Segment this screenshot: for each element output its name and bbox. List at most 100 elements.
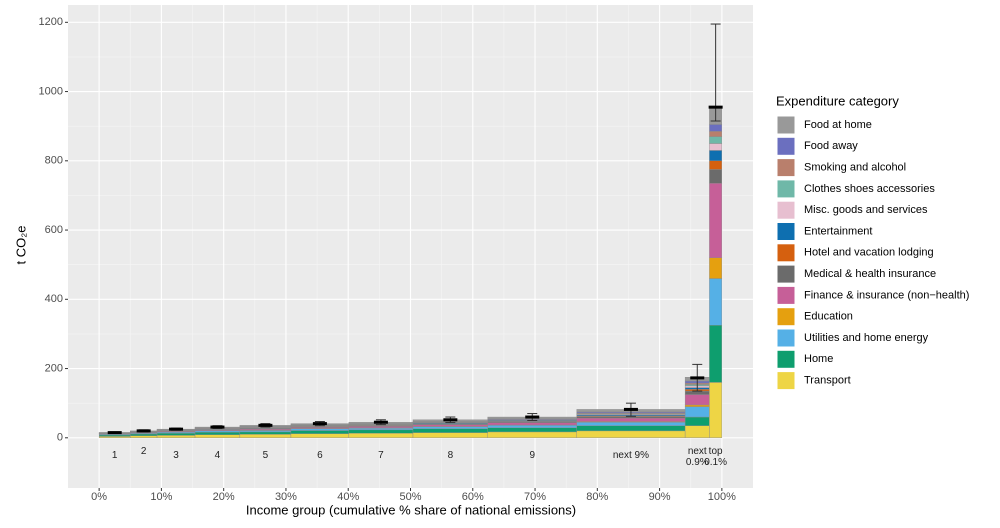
legend-label: Transport <box>804 375 851 387</box>
legend-label: Education <box>804 311 853 323</box>
bar-segment <box>576 416 686 419</box>
x-tick-label: 80% <box>586 491 608 503</box>
group-label: 7 <box>378 450 384 461</box>
bar-segment <box>709 124 723 132</box>
y-tick-label: 800 <box>45 155 63 167</box>
legend-swatch <box>776 222 796 241</box>
bar-segment <box>194 432 241 435</box>
legend-label: Clothes shoes accessories <box>804 183 935 195</box>
legend-label: Entertainment <box>804 225 872 237</box>
legend-swatch <box>776 285 796 305</box>
x-tick-label: 100% <box>708 491 736 503</box>
legend-label: Hotel and vacation lodging <box>804 247 934 259</box>
bar-segment <box>194 434 241 438</box>
legend-label: Food at home <box>804 119 872 131</box>
bar-segment <box>709 382 723 438</box>
bar-segment <box>709 160 723 170</box>
bar-segment <box>684 390 710 395</box>
y-tick-label: 600 <box>45 224 63 236</box>
legend-label: Food away <box>804 140 858 152</box>
bar-segment <box>576 430 686 438</box>
bar-segment <box>412 424 488 427</box>
legend-swatch <box>776 264 796 284</box>
legend-label: Utilities and home energy <box>804 332 929 344</box>
group-label: 2 <box>140 446 147 457</box>
bar-segment <box>98 436 131 438</box>
bar-segment <box>709 131 723 137</box>
legend-swatch <box>776 115 796 135</box>
bar-segment <box>576 417 686 422</box>
x-axis-title: Income group (cumulative % share of nati… <box>246 502 576 517</box>
bar-segment <box>239 431 292 435</box>
bar-segment <box>130 433 158 436</box>
bar-segment <box>348 426 414 428</box>
group-label: 6 <box>317 450 323 461</box>
bar-segment <box>684 425 710 438</box>
group-label: 9 <box>529 450 536 461</box>
bar-segment <box>684 404 710 407</box>
y-tick-label: 1000 <box>39 85 63 97</box>
group-label: 1 <box>111 450 118 461</box>
x-tick-label: 0% <box>91 491 107 503</box>
group-label: next 0.9% <box>685 446 709 468</box>
x-tick-label: 30% <box>275 491 297 503</box>
x-tick-label: 50% <box>399 491 421 503</box>
bar-segment <box>156 433 196 436</box>
bar-segment <box>709 183 723 258</box>
bar-segment <box>412 432 488 438</box>
legend-swatch <box>776 136 796 156</box>
group-label: next 9% <box>612 450 650 461</box>
legend-swatch <box>776 200 796 220</box>
group-label: 3 <box>173 450 179 461</box>
x-tick-label: 10% <box>150 491 172 503</box>
legend-label: Misc. goods and services <box>804 204 928 216</box>
bar-segment <box>239 430 292 433</box>
bar-segment <box>348 433 414 438</box>
legend-swatch <box>776 158 796 178</box>
y-tick-label: 0 <box>57 432 63 444</box>
bar-segment <box>576 425 686 432</box>
bar-segment <box>709 169 723 184</box>
y-tick-label: 200 <box>45 362 63 374</box>
bar-segment <box>412 428 488 433</box>
bar-segment <box>98 434 131 437</box>
bar-segment <box>412 426 488 429</box>
bar-segment <box>290 428 350 431</box>
y-axis-title: t CO₂e <box>13 226 28 265</box>
group-label: 8 <box>447 450 454 461</box>
x-tick-label: 20% <box>213 491 235 503</box>
group-label: top 0.1% <box>704 446 728 468</box>
bar-segment <box>487 425 577 428</box>
bar-segment <box>290 430 350 434</box>
bar-segment <box>684 416 710 426</box>
x-tick-label: 90% <box>649 491 671 503</box>
bar-segment <box>709 136 723 144</box>
legend-swatch <box>776 371 796 391</box>
bar-segment <box>709 150 723 162</box>
legend-swatch <box>776 328 796 348</box>
group-label: 5 <box>262 450 269 461</box>
bar-segment <box>239 434 292 438</box>
legend-label: Smoking and alcohol <box>804 162 906 174</box>
bar-segment <box>709 278 723 326</box>
legend-label: Home <box>804 353 833 365</box>
x-tick-label: 40% <box>337 491 359 503</box>
bar-segment <box>487 427 577 433</box>
bar-segment <box>684 394 710 406</box>
bar-segment <box>290 433 350 438</box>
bar-segment <box>487 431 577 438</box>
legend-swatch <box>776 349 796 369</box>
bar-segment <box>156 435 196 438</box>
bar-segment <box>684 406 710 418</box>
bar-segment <box>709 257 723 279</box>
bar-segment <box>709 325 723 383</box>
bar-segment <box>348 427 414 431</box>
legend-title: Expenditure category <box>776 93 899 108</box>
legend-swatch <box>776 307 796 327</box>
x-tick-label: 70% <box>524 491 546 503</box>
bar-segment <box>487 422 577 426</box>
legend-swatch <box>776 179 796 199</box>
bar-segment <box>576 422 686 426</box>
y-tick-label: 400 <box>45 293 63 305</box>
